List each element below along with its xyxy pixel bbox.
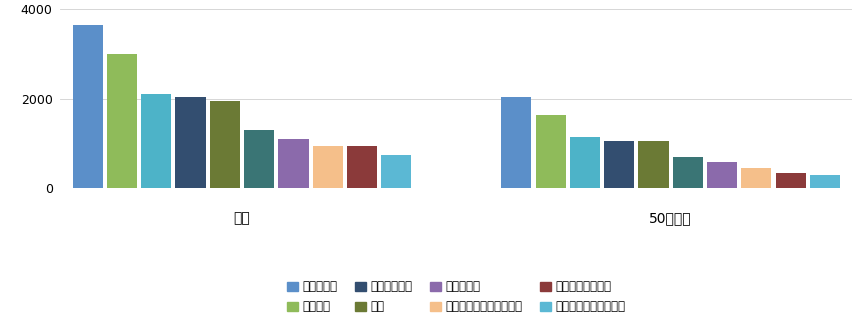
Text: 総計: 総計 — [233, 211, 251, 225]
Text: 50代以上: 50代以上 — [649, 211, 692, 225]
Bar — [72, 25, 102, 188]
Bar — [313, 146, 343, 188]
Bar — [501, 97, 531, 188]
Bar — [107, 54, 137, 188]
Bar — [810, 175, 840, 188]
Bar — [244, 130, 275, 188]
Bar — [210, 101, 240, 188]
Bar — [776, 173, 806, 188]
Bar — [176, 97, 206, 188]
Legend: 医師に相談, 生活習慣, 知的活動, 他者との交流, 運動, ストレス軽減, 乳製品摄取, カマンベールチーズ摄取, サプリメント摄取, 認知機能改善のアプリ: 医師に相談, 生活習慣, 知的活動, 他者との交流, 運動, ストレス軽減, 乳… — [287, 280, 626, 314]
Bar — [141, 95, 171, 188]
Bar — [707, 161, 737, 188]
Bar — [536, 115, 566, 188]
Bar — [638, 141, 669, 188]
Bar — [604, 141, 635, 188]
Bar — [347, 146, 377, 188]
Bar — [570, 137, 600, 188]
Bar — [741, 168, 771, 188]
Bar — [278, 139, 308, 188]
Bar — [672, 157, 703, 188]
Bar — [381, 155, 412, 188]
